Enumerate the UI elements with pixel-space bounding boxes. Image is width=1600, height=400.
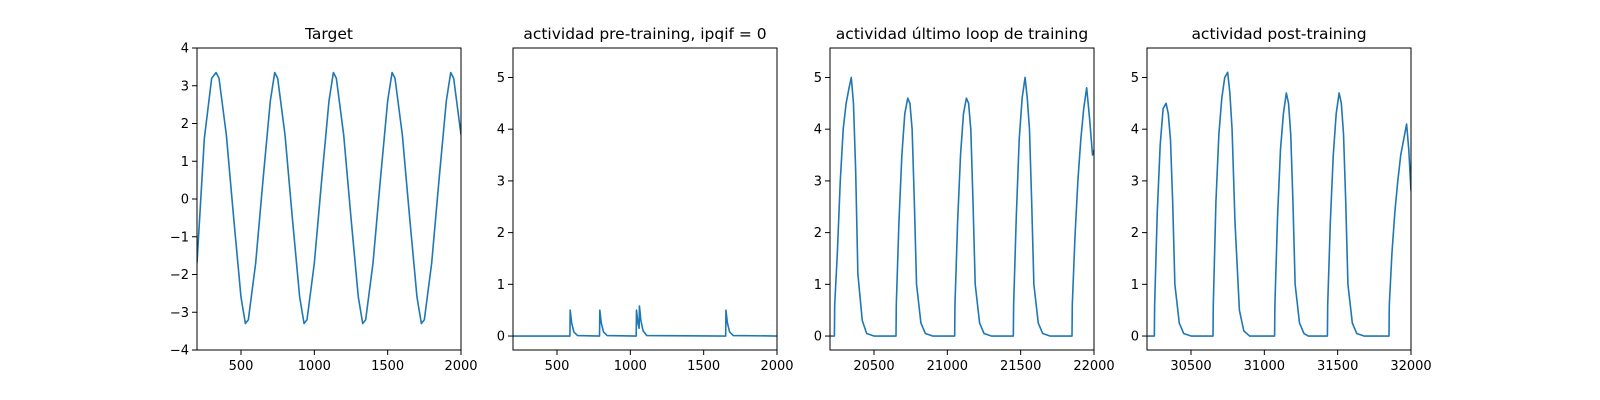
y-tick-label: −3 (170, 306, 189, 321)
y-tick-label: 2 (181, 117, 189, 132)
chart-title: actividad post-training (1191, 25, 1366, 43)
x-tick-label: 31500 (1317, 359, 1358, 374)
y-tick-label: 1 (1131, 278, 1139, 293)
x-tick-label: 21500 (1000, 359, 1041, 374)
x-tick-label: 31000 (1244, 359, 1285, 374)
axes-frame (196, 47, 462, 351)
y-tick-label: −2 (170, 268, 189, 283)
y-tick-label: 1 (181, 155, 189, 170)
y-tick-label: 4 (181, 42, 189, 57)
chart-panel-pre-training: 500 1000 1500 2000 0 1 2 3 4 5 actividad pre-train… (497, 25, 794, 374)
y-tick-label: 1 (497, 278, 505, 293)
y-tick-label: 0 (497, 330, 505, 345)
y-tick-label: 3 (497, 174, 505, 189)
x-tick-label: 21000 (927, 359, 968, 374)
axes-frame (829, 47, 1095, 351)
x-tick-label: 500 (229, 359, 254, 374)
chart-title: actividad último loop de training (836, 25, 1088, 43)
y-tick-label: 3 (814, 174, 822, 189)
y-tick-label: 4 (497, 123, 505, 138)
y-tick-label: −4 (170, 344, 189, 359)
y-tick-label: 5 (497, 71, 505, 86)
chart-panel-last-training-loop: 20500 21000 21500 22000 0 1 2 3 4 5 actividad últi… (814, 25, 1115, 374)
axes-frame (1146, 47, 1412, 351)
series-line (830, 76, 1094, 337)
x-tick-label: 500 (545, 359, 570, 374)
y-tick-label: 2 (1131, 226, 1139, 241)
x-tick-label: 2000 (444, 359, 477, 374)
x-tick-label: 32000 (1390, 359, 1431, 374)
y-tick-label: 0 (181, 193, 189, 208)
series-line (513, 305, 777, 337)
y-tick-label: 5 (814, 71, 822, 86)
x-tick-label: 1500 (687, 359, 720, 374)
axes-frame (512, 47, 778, 351)
y-tick-label: 0 (1131, 330, 1139, 345)
y-tick-label: 2 (497, 226, 505, 241)
series-line (197, 71, 461, 325)
y-tick-label: 0 (814, 330, 822, 345)
y-tick-label: 3 (1131, 174, 1139, 189)
y-tick-label: 5 (1131, 71, 1139, 86)
x-tick-label: 1000 (614, 359, 647, 374)
chart-title: actividad pre-training, ipqif = 0 (523, 25, 766, 43)
y-tick-label: 4 (814, 123, 822, 138)
chart-panel-target: 500 1000 1500 2000 −4 −3 −2 −1 0 1 2 3 4 Target (170, 25, 478, 374)
y-tick-label: 2 (814, 226, 822, 241)
series-line (1147, 71, 1411, 337)
y-tick-label: 4 (1131, 123, 1139, 138)
x-tick-label: 2000 (760, 359, 793, 374)
chart-panel-post-training: 30500 31000 31500 32000 0 1 2 3 4 5 actividad post… (1131, 25, 1432, 374)
y-tick-label: 3 (181, 79, 189, 94)
x-tick-label: 1500 (371, 359, 404, 374)
x-tick-label: 1000 (298, 359, 331, 374)
y-tick-label: −1 (170, 230, 189, 245)
chart-title: Target (304, 25, 353, 43)
x-tick-label: 30500 (1170, 359, 1211, 374)
y-tick-label: 1 (814, 278, 822, 293)
x-tick-label: 20500 (853, 359, 894, 374)
x-tick-label: 22000 (1073, 359, 1114, 374)
